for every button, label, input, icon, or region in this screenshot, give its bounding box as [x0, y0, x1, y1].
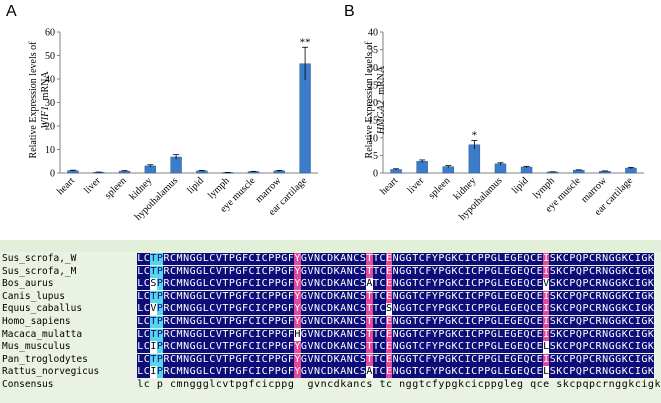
sequence-alignment: Sus_scrofa,_W LCTPRCMNGGLCVTPGFCICPPGFYGV…: [0, 252, 661, 403]
species-name: Bos_aurus: [2, 278, 54, 290]
species-name: Canis_lupus: [2, 290, 65, 302]
y-axis-label-a: Relative Expression levels of: [28, 41, 39, 159]
y-tick-label: 20: [45, 122, 55, 133]
bar-chart-b: Relative Expression levels of HMGA2 mRNA…: [364, 28, 644, 223]
alignment-row: Pan_troglodytes LCTPRCMNGGLCVTPGFCICPPGFY…: [0, 353, 661, 366]
y-axis-label-prefix: Relative Expression levels of: [28, 41, 39, 159]
y-tick-label: 40: [45, 75, 55, 86]
y-axis-gene-name: WIF1: [40, 106, 51, 129]
x-tick-label: liver: [82, 175, 103, 196]
y-tick-label: 5: [373, 151, 378, 162]
aligned-sequence: LCTPRCMNGGLCVTPGFCICPPGFYGVNCDKANCSTTCEN…: [137, 265, 655, 278]
alignment-row: Mus_musculus LCIPRCMNGGLCVTPGFCICPPGFYGVN…: [0, 341, 661, 354]
panel-letter-a: A: [6, 3, 17, 20]
y-tick-label: 10: [368, 133, 378, 144]
species-name: Sus_scrofa,_M: [2, 265, 77, 277]
y-axis-label-b: Relative Expression levels of: [364, 41, 375, 159]
bar: [416, 161, 428, 174]
y-tick-label: 35: [368, 45, 378, 56]
bar: [170, 156, 182, 174]
consensus-sequence: lc p cmnggglcvtpgfcicppg gvncdkancs tc n…: [137, 379, 661, 390]
y-axis-label-prefix: Relative Expression levels of: [364, 41, 375, 159]
bar: [520, 166, 533, 174]
alignment-row: Bos_aurus LCSPRCMNGGLCVTPGFCICPPGFYGVNCDK…: [0, 278, 661, 291]
alignment-row: Macaca_mulatta LCTPRCMNGGLCVTPGFCICPPGFHG…: [0, 328, 661, 341]
species-name: Macaca_mulatta: [2, 328, 83, 340]
y-tick-label: 25: [368, 80, 378, 91]
y-axis-label-b-2: HMGA2 mRNA: [376, 65, 387, 135]
x-tick-label: heart: [378, 175, 400, 197]
alignment-row: Canis_lupus LCTPRCMNGGLCVTPGFCICPPGFYGVNC…: [0, 290, 661, 303]
aligned-sequence: LCIPRCMNGGLCVTPGFCICPPGFYGVNCDKANCSTTCEN…: [137, 341, 655, 354]
y-tick-label: 40: [368, 28, 378, 39]
consensus-label: Consensus: [2, 379, 54, 390]
aligned-sequence: LCVPRCMNGGLCVTPGFCICPPGFYGVNCDKANCSTTCSN…: [137, 303, 655, 316]
y-tick-label: 0: [50, 169, 55, 180]
alignment-row: Rattus_norvegicus LCIPRCMNGGLCVTPGFCICPPG…: [0, 366, 661, 379]
bar: [625, 167, 637, 174]
y-axis-label-suffix: mRNA: [40, 71, 51, 101]
bar: [494, 163, 507, 174]
y-tick-label: 30: [45, 98, 55, 109]
significance-marker: **: [300, 36, 311, 48]
species-name: Sus_scrofa,_W: [2, 253, 77, 264]
bar: [573, 169, 585, 174]
aligned-sequence: LCTPRCMNGGLCVTPGFCICPPGFYGVNCDKANCSTTCEN…: [137, 253, 655, 265]
x-tick-label: lipid: [510, 175, 531, 196]
x-tick-label: liver: [406, 175, 427, 196]
species-name: Rattus_norvegicus: [2, 366, 100, 378]
aligned-sequence: LCIPRCMNGGLCVTPGFCICPPGFYGVNCDKANCSATCEN…: [137, 366, 655, 379]
x-tick-label: spleen: [427, 175, 453, 201]
aligned-sequence: LCTPRCMNGGLCVTPGFCICPPGFYGVNCDKANCSTTCEN…: [137, 353, 655, 366]
y-tick-label: 50: [45, 51, 55, 62]
y-tick-label: 30: [368, 63, 378, 74]
y-tick-label: 60: [45, 28, 55, 39]
significance-marker: *: [472, 130, 478, 142]
x-tick-label: heart: [55, 175, 77, 197]
y-axis-label-a-2: WIF1 mRNA: [40, 71, 51, 129]
x-tick-label: lipid: [185, 175, 206, 196]
y-tick-label: 15: [368, 116, 378, 127]
y-tick-label: 0: [373, 169, 378, 180]
aligned-sequence: LCSPRCMNGGLCVTPGFCICPPGFYGVNCDKANCSATCEN…: [137, 278, 655, 291]
x-tick-label: spleen: [103, 175, 129, 201]
bar-chart-a: Relative Expression levels of WIF1 mRNA …: [28, 28, 318, 223]
aligned-sequence: LCTPRCMNGGLCVTPGFCICPPGFYGVNCDKANCSTTCEN…: [137, 290, 655, 303]
alignment-row: Equus_caballus LCVPRCMNGGLCVTPGFCICPPGFYG…: [0, 303, 661, 316]
aligned-sequence: LCTPRCMNGGLCVTPGFCICPPGFYGVNCDKANCSTTCEN…: [137, 316, 655, 328]
separator-band: [0, 240, 661, 252]
panel-letter-b: B: [344, 3, 355, 20]
alignment-row: Homo_sapiens LCTPRCMNGGLCVTPGFCICPPGFYGVN…: [0, 316, 661, 328]
alignment-row: Sus_scrofa,_W LCTPRCMNGGLCVTPGFCICPPGFYGV…: [0, 253, 661, 265]
y-axis-gene-name: HMGA2: [376, 100, 387, 135]
y-tick-label: 20: [368, 98, 378, 109]
alignment-row: Sus_scrofa,_M LCTPRCMNGGLCVTPGFCICPPGFYGV…: [0, 265, 661, 278]
species-name: Homo_sapiens: [2, 316, 71, 327]
y-tick-label: 10: [45, 145, 55, 156]
species-name: Pan_troglodytes: [2, 353, 88, 365]
species-name: Mus_musculus: [2, 341, 71, 353]
y-axis-label-suffix: mRNA: [376, 65, 387, 95]
aligned-sequence: LCTPRCMNGGLCVTPGFCICPPGFHGVNCDKANCSTTCEN…: [137, 328, 655, 341]
species-name: Equus_caballus: [2, 303, 83, 315]
consensus-row: Consensus lc p cmnggglcvtpgfcicppg gvncdk…: [0, 379, 661, 391]
